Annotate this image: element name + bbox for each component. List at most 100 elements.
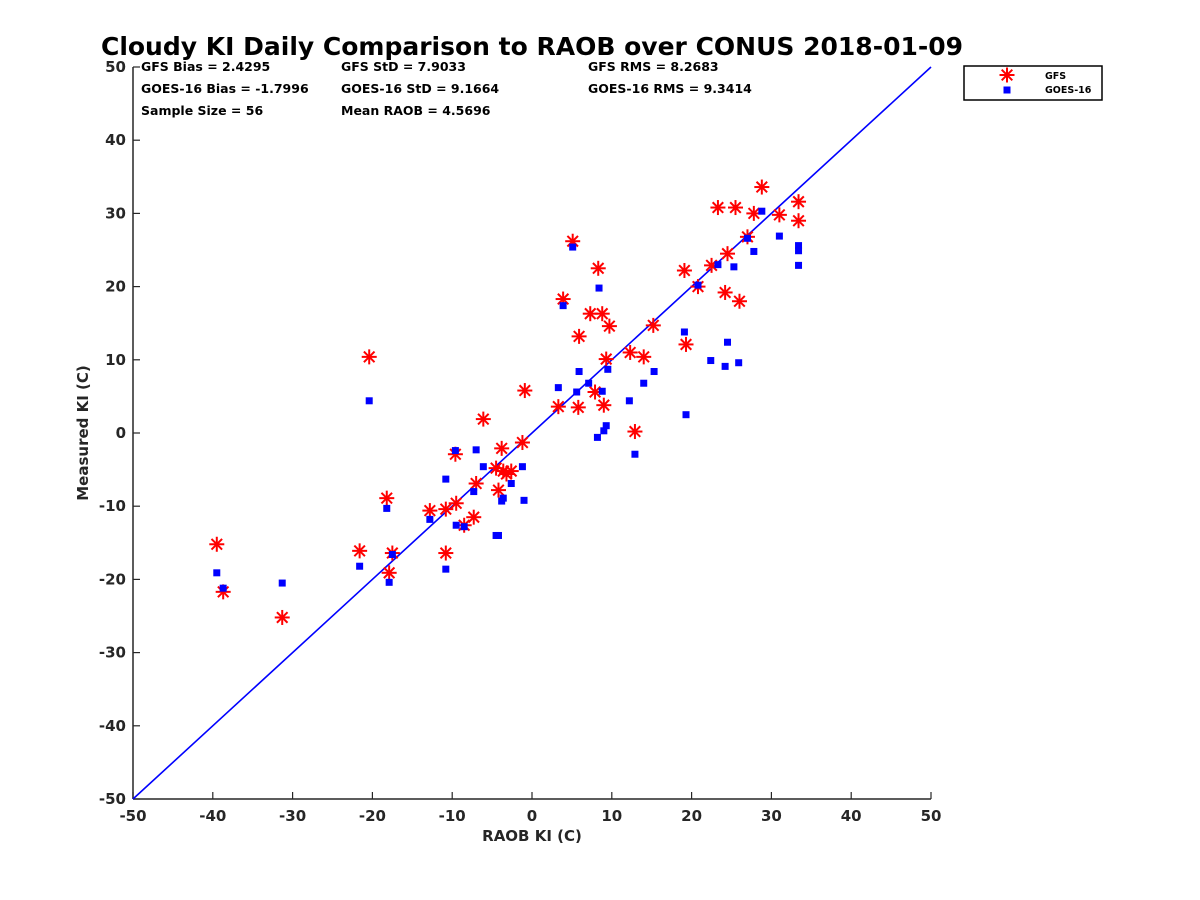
goes16-point bbox=[388, 551, 396, 559]
goes16-point bbox=[724, 338, 732, 346]
stat-goes-bias: GOES-16 Bias = -1.7996 bbox=[141, 81, 309, 96]
stat-sample-size: Sample Size = 56 bbox=[141, 103, 263, 118]
gfs-point bbox=[678, 336, 694, 352]
legend-goes16-label: GOES-16 bbox=[1045, 85, 1092, 96]
goes16-point bbox=[743, 234, 751, 242]
gfs-point bbox=[596, 397, 612, 413]
legend-gfs-marker bbox=[999, 67, 1015, 83]
gfs-point bbox=[209, 536, 225, 552]
goes16-point bbox=[365, 397, 373, 405]
gfs-point bbox=[791, 213, 807, 229]
gfs-point bbox=[710, 200, 726, 216]
goes16-point bbox=[650, 368, 658, 376]
gfs-point bbox=[468, 476, 484, 492]
goes16-point bbox=[479, 463, 487, 471]
x-tick-label: -20 bbox=[359, 807, 386, 825]
gfs-point bbox=[438, 545, 454, 561]
x-axis-label: RAOB KI (C) bbox=[482, 827, 582, 845]
y-tick-label: 40 bbox=[105, 131, 126, 149]
gfs-point bbox=[517, 383, 533, 399]
gfs-point bbox=[571, 328, 587, 344]
gfs-point bbox=[466, 509, 482, 525]
gfs-point bbox=[676, 262, 692, 278]
axes: -50 -40 -30 -20 -10 0 10 20 30 40 50 50 40 30 20 10 0 -10… bbox=[99, 58, 942, 825]
reference-line-layer bbox=[132, 66, 932, 800]
stat-goes-std: GOES-16 StD = 9.1664 bbox=[341, 81, 499, 96]
stat-gfs-bias: GFS Bias = 2.4295 bbox=[141, 59, 270, 74]
y-tick-label: -10 bbox=[99, 497, 126, 515]
goes16-point bbox=[750, 247, 758, 255]
gfs-point bbox=[594, 306, 610, 322]
gfs-point bbox=[791, 194, 807, 210]
goes16-point bbox=[213, 569, 221, 577]
gfs-point bbox=[381, 565, 397, 581]
goes16-point bbox=[602, 422, 610, 430]
gfs-point bbox=[717, 284, 733, 300]
goes16-point bbox=[598, 387, 606, 395]
goes16-point bbox=[573, 388, 581, 396]
goes16-point bbox=[631, 450, 639, 458]
y-tick-label: 0 bbox=[116, 424, 126, 442]
y-tick-label: -30 bbox=[99, 644, 126, 662]
goes16-point bbox=[426, 515, 434, 523]
goes16-point bbox=[795, 247, 803, 255]
goes16-point bbox=[593, 433, 601, 441]
x-tick-label: 30 bbox=[761, 807, 782, 825]
legend-goes16-marker bbox=[1003, 86, 1011, 94]
gfs-point bbox=[550, 399, 566, 415]
y-axis-label: Measured KI (C) bbox=[74, 365, 92, 501]
goes16-point bbox=[518, 463, 526, 471]
stat-goes-rms: GOES-16 RMS = 9.3414 bbox=[588, 81, 752, 96]
goes16-point bbox=[554, 384, 562, 392]
gfs-point bbox=[636, 349, 652, 365]
stat-gfs-rms: GFS RMS = 8.2683 bbox=[588, 59, 719, 74]
goes16-point bbox=[595, 284, 603, 292]
goes16-point bbox=[507, 480, 515, 488]
goes16-point bbox=[625, 397, 633, 405]
stat-mean-raob: Mean RAOB = 4.5696 bbox=[341, 103, 491, 118]
goes16-point bbox=[383, 504, 391, 512]
gfs-point bbox=[361, 349, 377, 365]
gfs-point bbox=[601, 318, 617, 334]
gfs-point bbox=[587, 384, 603, 400]
goes16-point bbox=[680, 328, 688, 336]
gfs-point bbox=[379, 490, 395, 506]
gfs-point bbox=[570, 399, 586, 415]
goes16-point bbox=[470, 488, 478, 496]
goes16-point bbox=[442, 475, 450, 483]
gfs-point bbox=[590, 260, 606, 276]
stats-block: GFS Bias = 2.4295 GFS StD = 7.9033 GFS R… bbox=[141, 59, 752, 118]
y-tick-label: 20 bbox=[105, 278, 126, 296]
gfs-point bbox=[645, 317, 661, 333]
legend-box bbox=[963, 65, 1103, 101]
x-tick-label: 50 bbox=[921, 807, 942, 825]
goes16-point bbox=[694, 281, 702, 289]
goes16-point bbox=[472, 446, 480, 454]
goes16-point bbox=[795, 242, 803, 250]
legend-gfs-label: GFS bbox=[1045, 71, 1066, 82]
gfs-point bbox=[352, 543, 368, 559]
stat-gfs-std: GFS StD = 7.9033 bbox=[341, 59, 466, 74]
x-tick-label: 0 bbox=[527, 807, 537, 825]
goes16-point bbox=[219, 584, 227, 592]
y-tick-label: 30 bbox=[105, 204, 126, 222]
goes16-point bbox=[575, 368, 583, 376]
goes16-point bbox=[278, 579, 286, 587]
y-tick-label: -50 bbox=[99, 790, 126, 808]
goes16-point bbox=[569, 243, 577, 251]
legend: GFS GOES-16 bbox=[963, 65, 1103, 101]
gfs-point bbox=[503, 463, 519, 479]
goes16-point bbox=[559, 302, 567, 310]
goes16-point bbox=[714, 261, 722, 269]
goes16-point bbox=[730, 263, 738, 271]
chart-title: Cloudy KI Daily Comparison to RAOB over … bbox=[101, 32, 963, 61]
x-tick-label: 20 bbox=[681, 807, 702, 825]
y-tick-label: 50 bbox=[105, 58, 126, 76]
gfs-point bbox=[746, 205, 762, 221]
gfs-point bbox=[422, 503, 438, 519]
one-to-one-line bbox=[132, 66, 932, 800]
goes16-point bbox=[499, 494, 507, 502]
gfs-point bbox=[490, 482, 506, 498]
goes16-point bbox=[604, 365, 612, 373]
